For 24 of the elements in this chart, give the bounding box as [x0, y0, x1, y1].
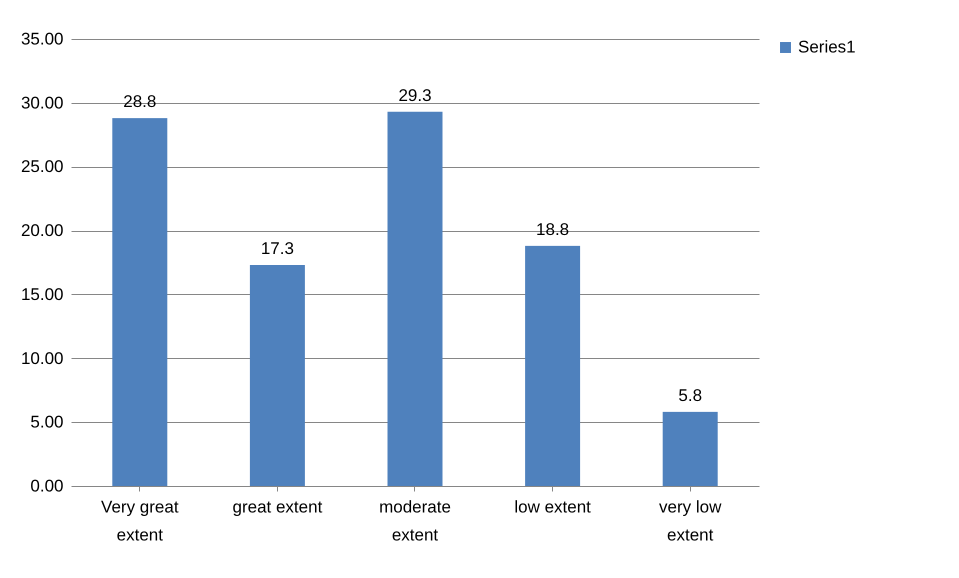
bar [388, 112, 442, 486]
data-label: 28.8 [123, 92, 156, 112]
data-label: 18.8 [536, 220, 570, 239]
y-tick-label: 15.00 [20, 284, 64, 304]
x-tick-label: very low extent [659, 498, 722, 544]
y-tick-label: 35.00 [20, 30, 64, 48]
y-tick-label: 20.00 [20, 221, 64, 240]
bar [525, 246, 580, 486]
legend-label: Series1 [798, 38, 856, 56]
bar [662, 412, 718, 486]
bar [250, 265, 305, 486]
data-label: 17.3 [260, 239, 294, 258]
data-label: 5.8 [678, 386, 702, 405]
y-tick-label: 30.00 [20, 93, 64, 112]
x-tick-label: Very great extent [101, 498, 179, 544]
x-tick-label: great extent [232, 498, 323, 516]
y-tick-label: 10.00 [20, 348, 64, 368]
y-tick-label: 25.00 [20, 157, 64, 176]
x-tick-label: moderate extent [379, 498, 451, 544]
y-tick-label: 0.00 [30, 476, 64, 496]
bar [112, 118, 168, 486]
y-tick-label: 5.00 [30, 412, 64, 432]
data-label: 29.3 [398, 86, 432, 105]
x-tick-label: low extent [514, 498, 592, 516]
